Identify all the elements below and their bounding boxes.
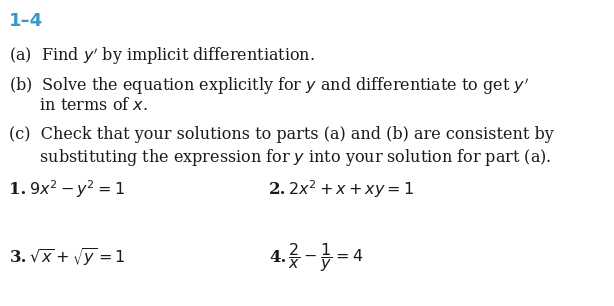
Text: 3.: 3.: [9, 249, 27, 266]
Text: 4.: 4.: [269, 249, 286, 266]
Text: (a)  Find $y'$ by implicit differentiation.: (a) Find $y'$ by implicit differentiatio…: [9, 45, 316, 67]
Text: (c)  Check that your solutions to parts (a) and (b) are consistent by: (c) Check that your solutions to parts (…: [9, 126, 554, 143]
Text: $\dfrac{2}{x} - \dfrac{1}{y} = 4$: $\dfrac{2}{x} - \dfrac{1}{y} = 4$: [288, 241, 363, 274]
Text: in terms of $x$.: in terms of $x$.: [9, 97, 148, 114]
Text: $2x^2 + x + xy = 1$: $2x^2 + x + xy = 1$: [288, 178, 414, 200]
Text: substituting the expression for $y$ into your solution for part (a).: substituting the expression for $y$ into…: [9, 147, 552, 168]
Text: 1.: 1.: [9, 181, 27, 198]
Text: 1–4: 1–4: [9, 12, 44, 30]
Text: $\sqrt{x} + \sqrt{y} = 1$: $\sqrt{x} + \sqrt{y} = 1$: [29, 247, 126, 269]
Text: (b)  Solve the equation explicitly for $y$ and differentiate to get $y'$: (b) Solve the equation explicitly for $y…: [9, 76, 529, 97]
Text: $9x^2 - y^2 = 1$: $9x^2 - y^2 = 1$: [29, 178, 125, 200]
Text: 2.: 2.: [269, 181, 287, 198]
